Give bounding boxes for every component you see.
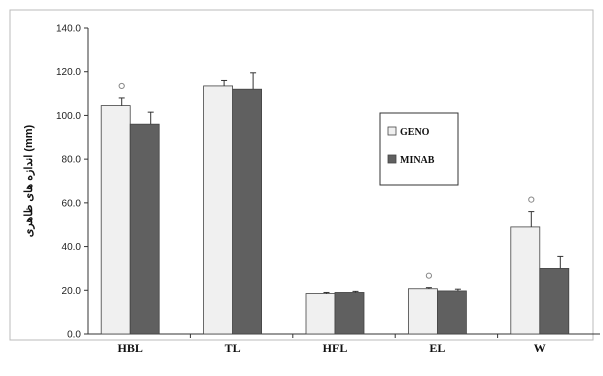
legend: GENO MINAB: [379, 112, 459, 186]
bar-minab-hbl: [129, 123, 160, 335]
bar-geno-el: [407, 288, 438, 335]
y-tick-label: 0.0: [67, 330, 81, 341]
legend-label-minab: MINAB: [400, 155, 435, 166]
y-tick-label: 140.0: [56, 24, 81, 35]
bar-minab-w: [539, 268, 570, 335]
chart-border: [9, 9, 594, 341]
y-tick-label: 100.0: [56, 111, 81, 122]
legend-box: [379, 112, 459, 186]
x-category-label: TL: [225, 341, 241, 355]
significance-marker-icon: [528, 196, 535, 203]
significance-marker-icon: [118, 82, 125, 90]
bar-geno-w: [510, 226, 541, 335]
x-category-label: W: [534, 341, 546, 355]
y-tick-label: 60.0: [62, 198, 82, 209]
y-tick-label: 40.0: [62, 242, 82, 253]
bar-geno-tl: [203, 85, 234, 335]
significance-marker-icon: [425, 272, 432, 279]
bar-minab-hfl: [334, 292, 365, 335]
bar-minab-el: [436, 290, 467, 335]
y-tick-label: 120.0: [56, 67, 81, 78]
y-axis-label: (mm) اندازه های ظاهری: [23, 124, 35, 237]
bar-geno-hfl: [305, 293, 336, 335]
y-tick-label: 80.0: [62, 155, 82, 166]
y-tick-label: 20.0: [62, 286, 82, 297]
x-category-label: HBL: [118, 341, 143, 355]
x-category-label: HFL: [323, 341, 348, 355]
legend-swatch-geno: [387, 126, 397, 136]
bar-minab-tl: [232, 88, 263, 335]
legend-label-geno: GENO: [400, 127, 430, 138]
x-category-label: EL: [429, 341, 445, 355]
legend-swatch-minab: [387, 154, 397, 164]
bar-geno-hbl: [100, 105, 131, 335]
